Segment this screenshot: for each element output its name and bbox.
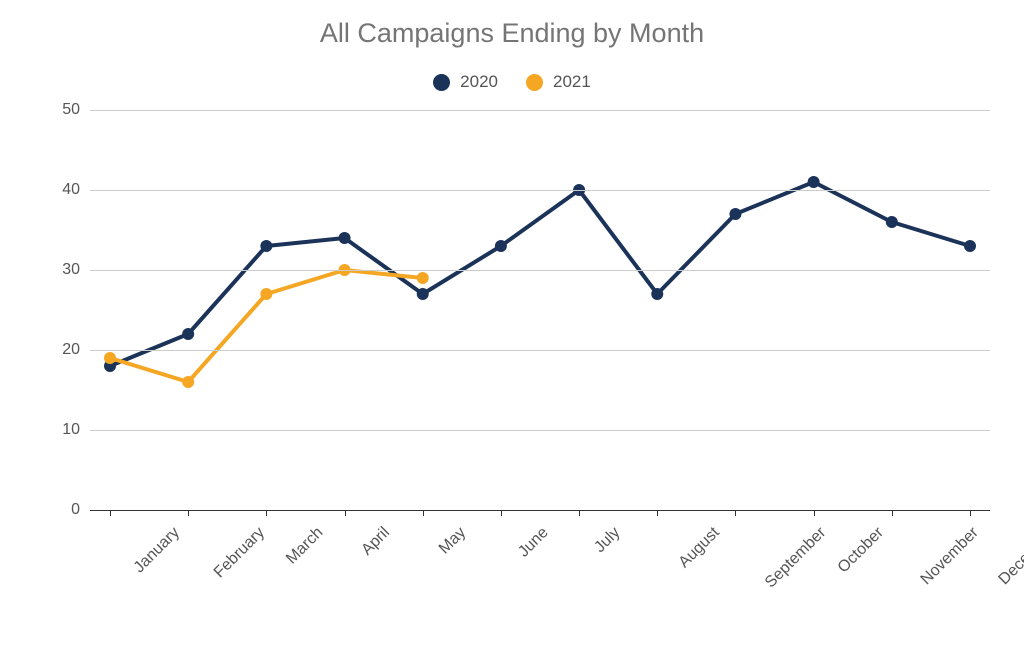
x-tick-label: December [996,524,1024,589]
chart-title: All Campaigns Ending by Month [0,18,1024,49]
data-point[interactable] [651,288,663,300]
y-tick-label: 30 [40,261,80,279]
x-tick-label: September [762,524,830,592]
data-point[interactable] [886,216,898,228]
chart-container: All Campaigns Ending by Month 2020 2021 0… [0,0,1024,652]
x-tick-mark [501,510,502,516]
legend-marker-icon [526,74,543,91]
gridline [90,510,990,511]
chart-legend: 2020 2021 [0,72,1024,92]
y-tick-label: 20 [40,341,80,359]
gridline [90,270,990,271]
data-point[interactable] [339,232,351,244]
legend-item-2020[interactable]: 2020 [433,72,498,92]
x-tick-mark [814,510,815,516]
x-tick-mark [345,510,346,516]
x-tick-label: February [211,524,269,582]
data-point[interactable] [182,328,194,340]
x-tick-label: October [834,524,887,577]
x-tick-mark [188,510,189,516]
y-tick-label: 10 [40,421,80,439]
data-point[interactable] [808,176,820,188]
series-line-2020 [110,182,970,366]
plot-area: 01020304050JanuaryFebruaryMarchAprilMayJ… [90,110,990,510]
data-point[interactable] [260,240,272,252]
gridline [90,110,990,111]
data-point[interactable] [260,288,272,300]
legend-item-2021[interactable]: 2021 [526,72,591,92]
x-tick-mark [110,510,111,516]
data-point[interactable] [964,240,976,252]
x-tick-label: June [515,524,552,561]
data-point[interactable] [495,240,507,252]
x-tick-label: May [436,524,470,558]
gridline [90,430,990,431]
gridline [90,190,990,191]
x-tick-label: March [283,524,327,568]
x-tick-mark [735,510,736,516]
data-point[interactable] [729,208,741,220]
y-tick-label: 0 [40,501,80,519]
data-point[interactable] [104,352,116,364]
x-tick-mark [423,510,424,516]
legend-marker-icon [433,74,450,91]
x-tick-mark [579,510,580,516]
gridline [90,350,990,351]
x-tick-mark [266,510,267,516]
x-tick-label: July [591,524,624,557]
y-tick-label: 50 [40,101,80,119]
x-tick-mark [657,510,658,516]
y-tick-label: 40 [40,181,80,199]
chart-svg [90,110,990,510]
x-tick-label: January [131,524,184,577]
x-tick-mark [970,510,971,516]
x-tick-label: April [358,524,393,559]
data-point[interactable] [182,376,194,388]
x-tick-label: November [917,524,982,589]
data-point[interactable] [417,288,429,300]
x-tick-label: August [676,524,724,572]
series-line-2021 [110,270,423,382]
legend-label: 2020 [460,72,498,92]
data-point[interactable] [417,272,429,284]
x-tick-mark [892,510,893,516]
legend-label: 2021 [553,72,591,92]
